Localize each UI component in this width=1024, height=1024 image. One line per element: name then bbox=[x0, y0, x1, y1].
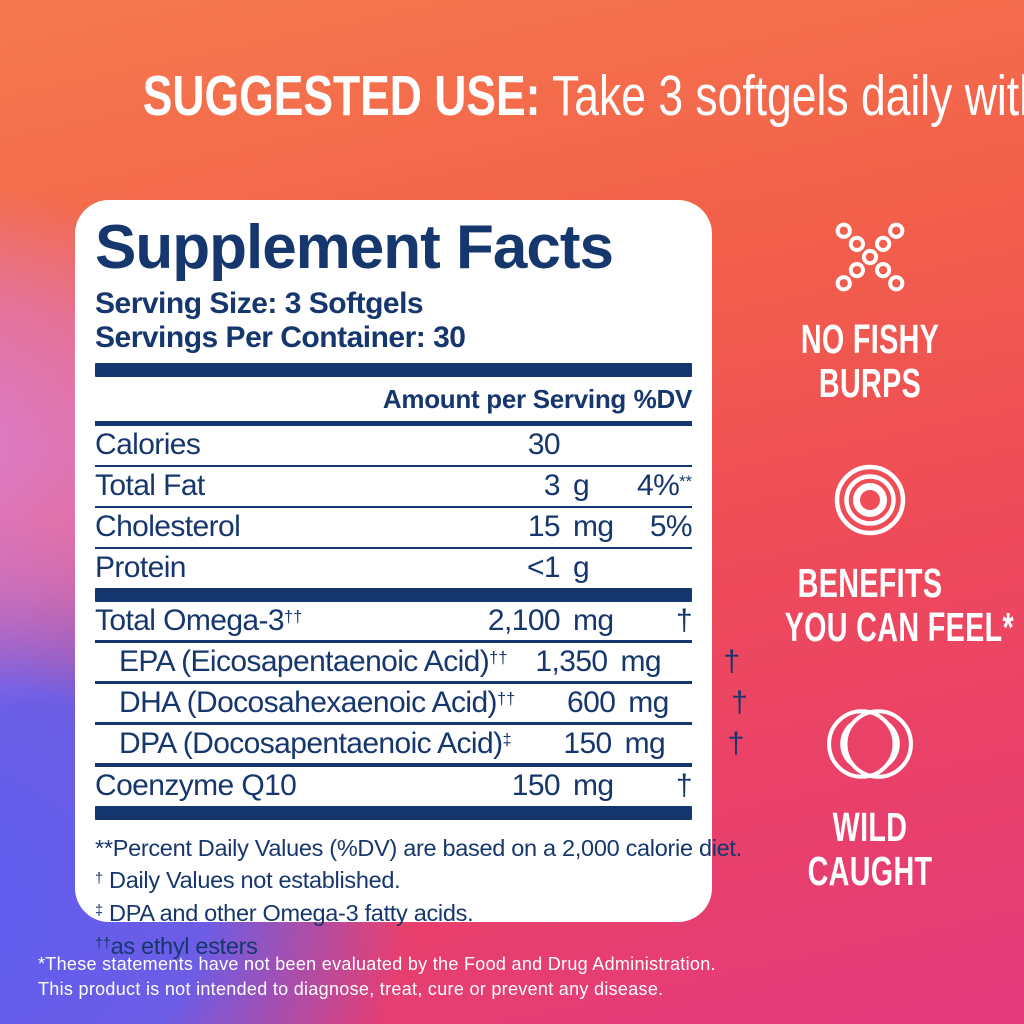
row-name: DPA (Docosapentaenoic Acid) bbox=[119, 726, 503, 760]
divider-thick bbox=[95, 587, 692, 602]
row-name: Protein bbox=[95, 551, 186, 585]
divider-thick bbox=[95, 805, 692, 820]
divider-thin bbox=[95, 640, 692, 643]
row-unit: mg bbox=[624, 726, 666, 760]
row-unit: mg bbox=[573, 603, 614, 637]
row-dv: † bbox=[731, 685, 748, 719]
badge-line2: BURPS bbox=[818, 359, 922, 406]
footnote-text: **Percent Daily Values (%DV) are based o… bbox=[95, 834, 742, 861]
table-row-dpa: DPA (Docosapentaenoic Acid)‡ 150 mg † bbox=[95, 725, 744, 764]
footnote-sup: † bbox=[95, 870, 103, 887]
badge-no-fishy-burps: NO FISHY BURPS bbox=[748, 222, 992, 406]
row-dv: † bbox=[727, 726, 745, 760]
table-row-coq10: Coenzyme Q10 150 mg † bbox=[95, 767, 693, 806]
divider-thick bbox=[95, 363, 692, 378]
table-header-row: Amount per Serving %DV bbox=[95, 377, 692, 421]
divider-thin bbox=[95, 681, 692, 684]
header-amount-per-serving: Amount per Serving bbox=[382, 383, 626, 414]
suggested-use-text: Take 3 softgels daily with food. bbox=[552, 64, 1024, 128]
row-value: 600 bbox=[567, 685, 616, 719]
row-name: Coenzyme Q10 bbox=[95, 769, 297, 803]
footnote: **Percent Daily Values (%DV) are based o… bbox=[95, 832, 742, 865]
row-unit: mg bbox=[628, 685, 669, 719]
table-row-calories: Calories 30 bbox=[95, 426, 692, 465]
row-dv-sup: ** bbox=[679, 473, 692, 492]
bubbles-x-icon bbox=[835, 222, 905, 292]
supplement-facts-panel: Supplement Facts Serving Size: 3 Softgel… bbox=[75, 200, 748, 959]
disclaimer-line1: *These statements have not been evaluate… bbox=[38, 954, 716, 974]
badge-line1: BENEFITS bbox=[797, 560, 943, 606]
disclaimer-line2: This product is not intended to diagnose… bbox=[38, 978, 664, 999]
serving-size: Serving Size: 3 Softgels bbox=[95, 287, 424, 321]
row-unit: mg bbox=[620, 644, 662, 678]
badge-line1: WILD bbox=[832, 804, 908, 850]
row-name: Total Omega-3 bbox=[95, 603, 285, 637]
row-name: Cholesterol bbox=[95, 510, 241, 544]
row-value: 150 bbox=[511, 769, 561, 803]
servings-per-container: Servings Per Container: 30 bbox=[95, 321, 466, 355]
row-name: Calories bbox=[95, 428, 201, 462]
divider-medium bbox=[95, 421, 692, 427]
row-value: 150 bbox=[563, 726, 612, 760]
badge-line2: CAUGHT bbox=[807, 847, 933, 894]
table-row-cholesterol: Cholesterol 15 mg 5% bbox=[95, 508, 693, 547]
row-unit: mg bbox=[573, 769, 614, 803]
badge-line1: NO FISHY bbox=[800, 316, 940, 362]
badge-label: WILD CAUGHT bbox=[785, 804, 956, 894]
target-rings-icon bbox=[834, 464, 906, 536]
fda-disclaimer: *These statements have not been evaluate… bbox=[38, 952, 716, 1002]
panel-title: Supplement Facts bbox=[95, 213, 614, 282]
row-name-sup: †† bbox=[283, 607, 303, 626]
divider-medium bbox=[95, 763, 692, 768]
divider-thin bbox=[95, 505, 692, 509]
footnote-text: Daily Values not established. bbox=[102, 867, 401, 894]
badge-benefits-you-can-feel: BENEFITS YOU CAN FEEL* bbox=[748, 462, 1014, 650]
row-unit: mg bbox=[573, 510, 614, 544]
row-dv: † bbox=[675, 769, 693, 803]
row-dv: † bbox=[723, 644, 740, 678]
suggested-use-label: SUGGESTED USE: bbox=[142, 64, 541, 128]
footnote-text: as ethyl esters bbox=[110, 933, 258, 960]
footnote: † Daily Values not established. bbox=[95, 864, 692, 897]
footnote: ††as ethyl esters bbox=[95, 930, 692, 963]
row-unit: g bbox=[573, 469, 590, 503]
table-row-epa: EPA (Eicosapentaenoic Acid)†† 1,350 mg † bbox=[95, 643, 740, 682]
badge-label: BENEFITS YOU CAN FEEL* bbox=[784, 560, 1014, 650]
row-value: <1 bbox=[526, 551, 561, 585]
footnotes: **Percent Daily Values (%DV) are based o… bbox=[95, 832, 742, 964]
divider-thin bbox=[95, 546, 692, 550]
footnote: ‡ DPA and other Omega-3 fatty acids. bbox=[95, 897, 692, 930]
table-row-protein: Protein <1 g bbox=[95, 549, 692, 588]
divider-thin bbox=[95, 464, 692, 468]
row-value: 3 bbox=[543, 469, 561, 503]
row-dv: † bbox=[675, 603, 693, 637]
row-name: DHA (Docosahexaenoic Acid) bbox=[119, 685, 498, 719]
row-name: Total Fat bbox=[95, 469, 205, 503]
row-name-sup: †† bbox=[489, 648, 508, 667]
footnote-sup: ‡ bbox=[95, 903, 103, 920]
header-percent-dv: %DV bbox=[633, 383, 693, 414]
badge-wild-caught: WILD CAUGHT bbox=[748, 708, 992, 894]
divider-thin bbox=[95, 722, 692, 725]
row-name-sup: †† bbox=[496, 689, 516, 708]
badge-line2: YOU CAN FEEL* bbox=[784, 603, 1014, 650]
row-dv: 5% bbox=[649, 510, 693, 544]
overlapping-circles-icon bbox=[827, 709, 913, 779]
badge-label: NO FISHY BURPS bbox=[785, 316, 956, 406]
table-row-total-fat: Total Fat 3 g 4%** bbox=[95, 467, 692, 506]
footnote-text: DPA and other Omega-3 fatty acids. bbox=[102, 900, 474, 927]
suggested-use-line: SUGGESTED USE: Take 3 softgels daily wit… bbox=[0, 68, 1024, 125]
row-name-sup: ‡ bbox=[502, 730, 512, 749]
row-name: EPA (Eicosapentaenoic Acid) bbox=[119, 644, 490, 678]
row-unit: g bbox=[573, 551, 590, 585]
table-row-dha: DHA (Docosahexaenoic Acid)†† 600 mg † bbox=[95, 684, 748, 723]
row-value: 2,100 bbox=[487, 603, 561, 637]
row-value: 15 bbox=[527, 510, 561, 544]
row-dv: 4% bbox=[636, 469, 680, 503]
row-value: 30 bbox=[527, 428, 561, 462]
row-value: 1,350 bbox=[535, 644, 608, 678]
footnote-sup: †† bbox=[95, 936, 111, 953]
table-row-total-omega3: Total Omega-3†† 2,100 mg † bbox=[95, 602, 693, 641]
